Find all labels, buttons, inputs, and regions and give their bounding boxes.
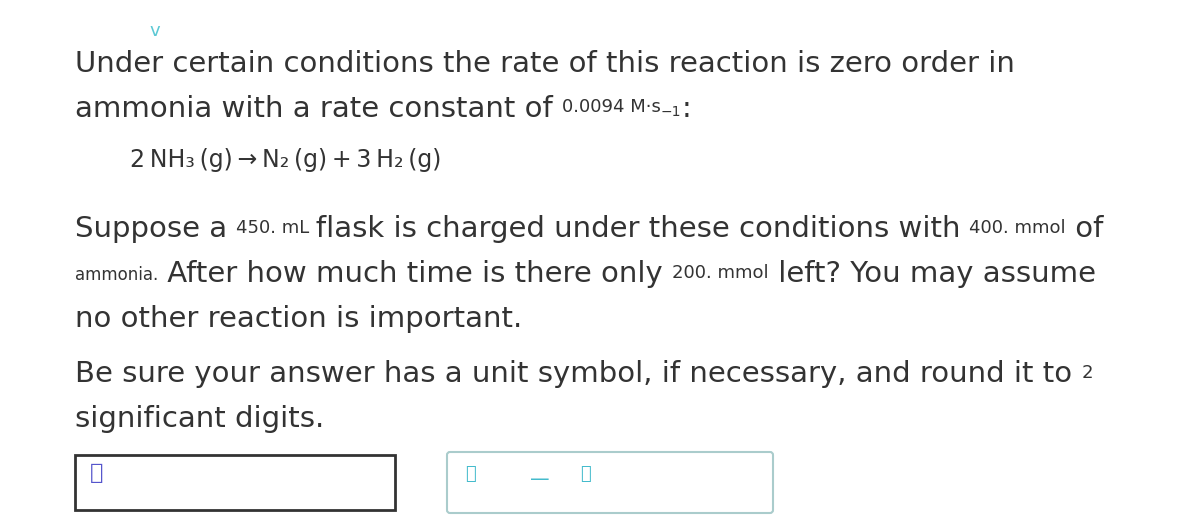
Text: ammonia.: ammonia. — [74, 266, 158, 284]
Text: ⎕: ⎕ — [580, 465, 590, 483]
FancyBboxPatch shape — [446, 452, 773, 513]
Text: —: — — [530, 470, 550, 489]
Text: left? You may assume: left? You may assume — [769, 260, 1096, 288]
Text: 2: 2 — [1081, 364, 1093, 382]
Text: 2 NH₃ (​g​) → N₂ (​g​) + 3 H₂ (​g​): 2 NH₃ (​g​) → N₂ (​g​) + 3 H₂ (​g​) — [130, 148, 442, 172]
Text: ⎕: ⎕ — [90, 463, 103, 483]
Text: 0.0094 M·s: 0.0094 M·s — [562, 98, 661, 116]
Text: Suppose a: Suppose a — [74, 215, 236, 243]
Text: v: v — [150, 22, 161, 40]
Bar — [74, 455, 395, 510]
Text: 200. mmol: 200. mmol — [672, 264, 769, 282]
Text: :: : — [682, 95, 691, 123]
Text: no other reaction is important.: no other reaction is important. — [74, 305, 522, 333]
Text: Be sure your answer has a unit symbol, if necessary, and round it to: Be sure your answer has a unit symbol, i… — [74, 360, 1081, 388]
Text: −1: −1 — [661, 105, 682, 119]
Text: Under certain conditions the rate of this reaction is zero order in: Under certain conditions the rate of thi… — [74, 50, 1015, 78]
Text: of: of — [1066, 215, 1103, 243]
Text: ammonia with a rate constant of: ammonia with a rate constant of — [74, 95, 562, 123]
Text: significant digits.: significant digits. — [74, 405, 324, 433]
Text: 450. mL: 450. mL — [236, 219, 310, 237]
Text: After how much time is there only: After how much time is there only — [158, 260, 672, 288]
Text: flask is charged under these conditions with: flask is charged under these conditions … — [310, 215, 970, 243]
Text: ⎕: ⎕ — [466, 465, 475, 483]
Text: 400. mmol: 400. mmol — [970, 219, 1066, 237]
